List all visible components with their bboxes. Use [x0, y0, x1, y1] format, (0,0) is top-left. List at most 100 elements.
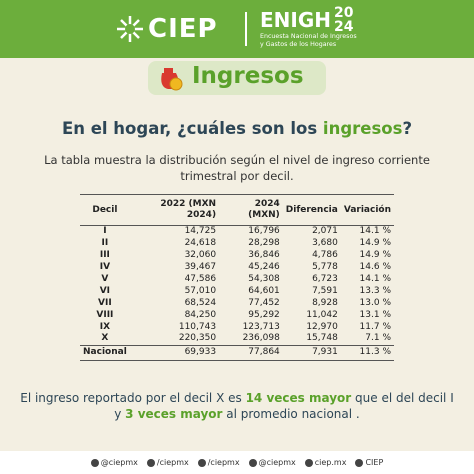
table-row: II 24,618 28,298 3,680 14.9 % [80, 238, 394, 250]
table-cell: 69,933 [129, 344, 220, 361]
table-cell: 47,586 [184, 274, 217, 284]
table-cell: III [99, 250, 110, 261]
year-top: 20 [334, 5, 354, 21]
table-row: VIII 84,250 95,292 11,042 13.1 % [80, 309, 394, 321]
social-icon [304, 458, 313, 467]
table-cell: 28,298 [248, 238, 280, 249]
table-row: VII 68,524 77,452 8,928 13.0 % [80, 297, 394, 309]
table-row: I 14,725 16,796 2,071 14.1 % [80, 226, 394, 238]
header: CIEP ENIGH 20 24 Encuesta Nacional de Ing… [0, 0, 474, 58]
note-text: El ingreso reportado por el decil X es [20, 391, 246, 405]
social-handle: @ciepmx [100, 458, 138, 467]
table-cell: 3,680 [312, 238, 338, 249]
column-header: 2024 (MXN) [219, 194, 283, 226]
note-highlight: 14 veces mayor [245, 391, 352, 405]
header-row: Decil 2022 (MXN 2024) 2024 (MXN) Diferencia… [80, 194, 394, 226]
table-row: IV 39,467 45,246 5,778 14.6 % [80, 262, 394, 274]
table-cell: 7,591 [312, 285, 338, 296]
table-cell: VI [99, 285, 111, 296]
section-title: Ingresos [192, 63, 304, 89]
income-table: Decil 2022 (MXN 2024) 2024 (MXN) Diferencia… [80, 194, 394, 361]
social-link: ciep.mx [304, 458, 346, 467]
table-cell: 14.6 % [359, 262, 391, 273]
social-link: /ciepmx [146, 458, 189, 467]
social-link: @ciepmx [90, 458, 138, 467]
column-header: 2022 (MXN 2024) [129, 194, 220, 226]
table-cell: 2,071 [312, 226, 338, 237]
table-cell: 13.1 % [359, 309, 391, 320]
table-cell: 220,350 [178, 333, 217, 344]
social-handle: CIEP [365, 458, 384, 467]
table-cell: 6,723 [312, 274, 338, 284]
table-cell: 11.3 % [340, 344, 394, 361]
year-bottom: 24 [334, 19, 354, 35]
divider [245, 12, 247, 46]
note: El ingreso reportado por el decil X es 1… [20, 390, 454, 422]
social-icon [90, 458, 99, 467]
footer: @ciepmx/ciepmx/ciepmx @ciepmx ciep.mx CIEP [0, 451, 474, 474]
table-cell: 36,846 [248, 250, 280, 261]
table-cell: 57,010 [184, 285, 217, 296]
note-text: que el del decil I y [114, 391, 454, 421]
table-cell: 84,250 [184, 309, 217, 320]
table-cell: 5,778 [312, 262, 338, 273]
table-cell: 14,725 [184, 226, 217, 237]
table-cell: 54,308 [248, 274, 280, 284]
table-cell: 11.7 % [359, 321, 391, 332]
table-cell: 77,452 [248, 297, 280, 308]
table-cell: 14.1 % [359, 226, 391, 237]
logo-icon [117, 16, 143, 42]
subtitle: La tabla muestra la distribución según e… [44, 153, 430, 183]
question: En el hogar, ¿cuáles son los ingresos? [0, 119, 474, 138]
table-cell: 24,618 [184, 238, 217, 249]
table-row: X 220,350 236,098 15,748 7.1 % [80, 333, 394, 345]
section-pill: Ingresos [148, 61, 326, 95]
social-icon [197, 458, 206, 467]
column-header: Decil [80, 194, 130, 226]
table-cell: 4,786 [312, 250, 338, 261]
table-cell: 32,060 [184, 250, 217, 261]
table-cell: 14.9 % [359, 250, 391, 261]
social-link: /ciepmx [197, 458, 240, 467]
social-handle: @ciepmx [258, 458, 296, 467]
note-highlight: 3 veces mayor [125, 407, 223, 421]
table-cell: X [101, 333, 109, 344]
table-cell: 8,928 [312, 297, 338, 308]
caption-line: y Gastos de los Hogares [260, 40, 337, 48]
social-link: @ciepmx [248, 458, 296, 467]
social-icon [146, 458, 155, 467]
note-text: al promedio nacional . [222, 407, 360, 421]
table-cell: 7,931 [282, 344, 341, 361]
table-cell: Nacional [80, 344, 130, 361]
question-highlight: ingresos [322, 119, 403, 138]
column-header: Diferencia [282, 194, 341, 226]
social-link: CIEP [355, 458, 383, 467]
table-cell: 68,524 [184, 297, 217, 308]
table-cell: IV [99, 262, 111, 273]
table-cell: IX [99, 321, 111, 332]
table-row: VI 57,010 64,601 7,591 13.3 % [80, 285, 394, 297]
money-icon [161, 68, 183, 91]
table-cell: 7.1 % [365, 333, 391, 344]
social-handle: /ciepmx [156, 458, 189, 467]
table-row: Nacional 69,933 77,864 7,931 11.3 % [80, 344, 394, 361]
table-cell: 95,292 [248, 309, 280, 320]
survey-caption: Encuesta Nacional de Ingresos y Gastos de… [260, 33, 357, 48]
table-cell: 236,098 [242, 333, 280, 344]
column-header: Variación [340, 194, 394, 226]
table-cell: 110,743 [178, 321, 217, 332]
table-cell: 39,467 [184, 262, 217, 273]
table-cell: 14.9 % [359, 238, 391, 249]
social-icon [248, 458, 257, 467]
table-cell: 77,864 [219, 344, 283, 361]
table-cell: 123,713 [242, 321, 280, 332]
table-row: IX 110,743 123,713 12,970 11.7 % [80, 321, 394, 333]
table-cell: I [103, 226, 107, 237]
table-row: III 32,060 36,846 4,786 14.9 % [80, 250, 394, 262]
social-handle: /ciepmx [207, 458, 240, 467]
table-cell: 64,601 [248, 285, 280, 296]
table-cell: VII [98, 297, 112, 308]
table-row: V 47,586 54,308 6,723 14.1 % [80, 274, 394, 286]
table-cell: 12,970 [306, 321, 338, 332]
